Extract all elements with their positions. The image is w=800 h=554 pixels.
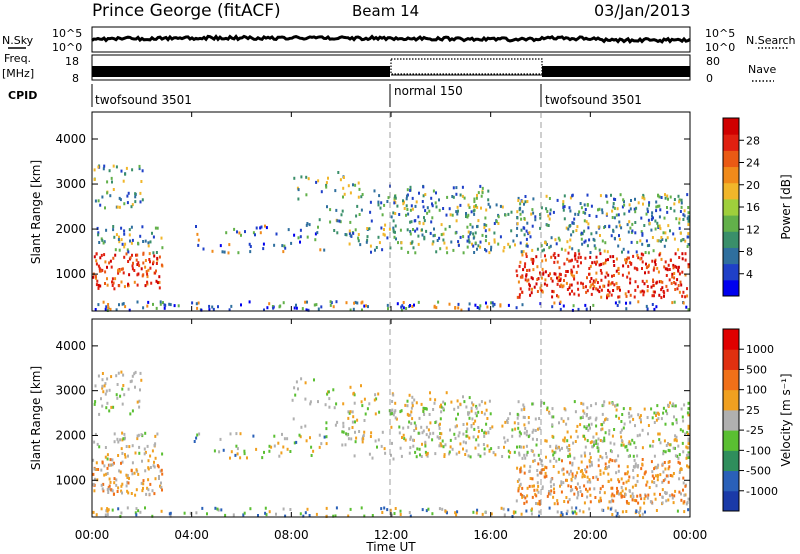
noise-left-tick-bottom: 10^0 (52, 41, 82, 54)
x-tick-label: 20:00 (573, 528, 608, 542)
freq-bar-first (92, 66, 390, 77)
freq-label-top: Freq. (4, 52, 31, 65)
nave-box-normal (390, 58, 543, 75)
noise-right-label: N.Search (746, 34, 796, 47)
colorbar-box (723, 247, 739, 265)
colorbar-box (723, 430, 739, 451)
colorbar-tick-label: 100 (746, 384, 767, 397)
noise-panel: N.Sky 10^5 10^0 10^5 10^0 N.Search (2, 26, 796, 54)
x-tick-label: 16:00 (473, 528, 508, 542)
colorbar-tick-label: 20 (746, 179, 760, 192)
colorbar-tick-label: 8 (746, 246, 753, 259)
colorbar-tick-label: 16 (746, 201, 760, 214)
noise-sky-line (91, 34, 691, 44)
colorbar-tick-label: -25 (746, 424, 764, 437)
power-scatter-cells (92, 164, 690, 312)
freq-tick-bottom: 8 (72, 72, 79, 85)
y-tick-label: 4000 (55, 132, 86, 146)
nave-tick-top: 80 (706, 55, 720, 68)
cpid-segment-3: twofsound 3501 (545, 93, 642, 107)
colorbar-tick-label: 24 (746, 157, 760, 170)
x-tick-label: 00:00 (75, 528, 110, 542)
power-colorbar-label: Power [dB] (779, 174, 793, 239)
velocity-panel: 1000 2000 3000 4000 Slant Range [km] (29, 318, 691, 518)
velocity-colorbar-label: Velocity [m s⁻¹] (779, 373, 793, 466)
colorbar-tick-label: 25 (746, 404, 760, 417)
colorbar-box (723, 279, 739, 297)
colorbar-tick-label: -100 (746, 444, 771, 457)
noise-left-tick-top: 10^5 (52, 27, 82, 40)
y-tick-label: 2000 (55, 428, 86, 442)
noise-left-label: N.Sky (2, 34, 34, 47)
colorbar-box (723, 231, 739, 248)
freq-label-unit: [MHz] (2, 67, 34, 80)
header-beam: Beam 14 (352, 2, 419, 20)
x-tick-label: 00:00 (673, 528, 708, 542)
colorbar-tick-label: -1000 (746, 485, 778, 498)
nave-tick-bottom: 0 (706, 72, 713, 85)
colorbar-box (723, 182, 739, 200)
x-tick-label: 04:00 (174, 528, 209, 542)
noise-right-tick-bottom: 10^0 (705, 41, 735, 54)
colorbar-box (723, 166, 739, 184)
colorbar-box (723, 490, 739, 512)
colorbar-box (723, 150, 739, 168)
freq-tick-top: 18 (65, 55, 79, 68)
colorbar-box (723, 369, 739, 391)
x-axis-label: Time UT (365, 540, 416, 554)
colorbar-box (723, 349, 739, 370)
nave-label: Nave (748, 63, 776, 76)
colorbar-box (723, 450, 739, 472)
power-ylabel: Slant Range [km] (29, 160, 43, 264)
x-axis: 00:00 04:00 08:00 12:00 16:00 20:00 00:00 (75, 112, 708, 542)
colorbar-box (723, 198, 739, 216)
power-colorbar: 28 24 20 16 12 8 4 Power [dB] (722, 117, 793, 297)
colorbar-tick-label: 4 (746, 268, 753, 281)
cpid-segment-1: twofsound 3501 (95, 93, 192, 107)
colorbar-box (723, 134, 739, 151)
power-panel: 1000 2000 3000 4000 Slant Range [km] (29, 111, 691, 312)
freq-panel: Freq. [MHz] 18 8 80 0 Nave (2, 52, 776, 85)
noise-right-tick-top: 10^5 (705, 27, 735, 40)
cpid-row: CPID twofsound 3501 normal 150 twofsound… (8, 84, 642, 107)
colorbar-tick-label: 1000 (746, 343, 774, 356)
header-date: 03/Jan/2013 (594, 1, 691, 20)
y-tick-label: 1000 (55, 473, 86, 487)
colorbar-tick-label: 28 (746, 134, 760, 147)
x-tick-label: 12:00 (374, 528, 409, 542)
x-tick-label: 08:00 (274, 528, 309, 542)
y-tick-label: 4000 (55, 339, 86, 353)
header-title: Prince George (fitACF) (92, 1, 281, 21)
colorbar-box (723, 329, 739, 350)
colorbar-tick-label: 500 (746, 363, 767, 376)
freq-bar-last (542, 66, 690, 77)
colorbar-tick-label: -500 (746, 465, 771, 478)
cpid-label: CPID (8, 89, 37, 102)
y-tick-label: 2000 (55, 222, 86, 236)
colorbar-box (723, 409, 739, 431)
y-tick-label: 1000 (55, 267, 86, 281)
velocity-colorbar: 1000 500 100 25 -25 -100 -500 -1000 Velocity [m… (722, 328, 793, 512)
y-tick-label: 3000 (55, 177, 86, 191)
colorbar-box (723, 389, 739, 411)
colorbar-box (723, 215, 739, 232)
colorbar-box (723, 470, 739, 492)
velocity-scatter-cells (92, 370, 690, 518)
velocity-ylabel: Slant Range [km] (29, 366, 43, 470)
y-tick-label: 3000 (55, 384, 86, 398)
colorbar-tick-label: 12 (746, 223, 760, 236)
colorbar-box (723, 118, 739, 135)
colorbar-box (723, 263, 739, 281)
cpid-segment-2: normal 150 (394, 84, 463, 98)
